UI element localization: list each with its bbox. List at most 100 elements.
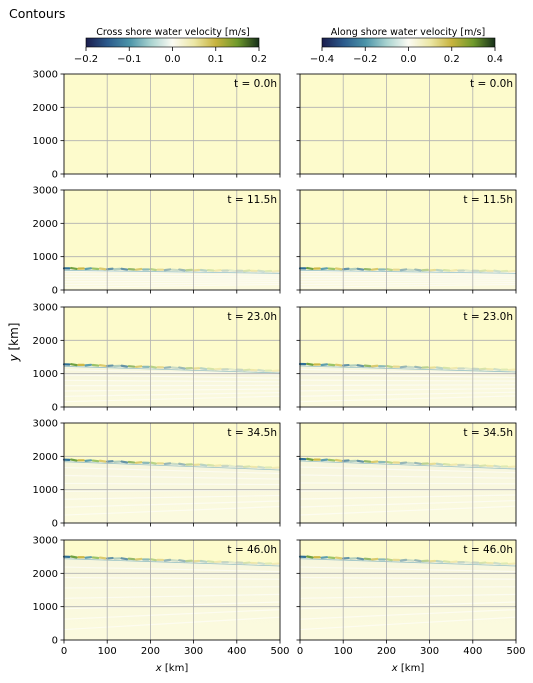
wave-front-segment [464, 269, 473, 273]
panel-frame [299, 189, 517, 291]
wave-front-shadow [299, 460, 517, 470]
y-tick-label: 3000 [33, 70, 58, 81]
time-label: t = 23.0h [463, 311, 513, 323]
wake-streak [299, 273, 517, 276]
wave-front-segment [84, 556, 93, 559]
wave-front-segment [306, 266, 314, 271]
wake-streak [299, 505, 517, 516]
wave-front-segment [98, 364, 107, 368]
wave-front-segment [334, 363, 343, 367]
wave-front-segment [399, 268, 408, 272]
colorbar-tick-label: −0.4 [310, 54, 334, 65]
time-label: t = 23.0h [227, 311, 277, 323]
x-tick-label: 400 [227, 646, 246, 657]
wave-front-segment [334, 458, 343, 462]
wave-front-segment [507, 368, 516, 372]
wave-front-segment [356, 267, 365, 271]
wave-front-segment [134, 461, 143, 464]
panel-frame [299, 73, 517, 175]
wake-streak [63, 566, 281, 573]
wave-front-segment [399, 461, 408, 465]
heatmap-panel: t = 0.0h [296, 73, 517, 178]
colorbar-label: Along shore water velocity [m/s] [331, 27, 485, 38]
wave-front-segment [149, 558, 157, 562]
x-tick-label: 0 [61, 646, 67, 657]
heatmap-panel: 0 100 200 300 400 500 t = 46.0h [296, 539, 526, 657]
y-tick-label: 2000 [33, 569, 58, 580]
wave-front-segment [464, 560, 473, 564]
wave-front-segment [163, 558, 172, 562]
heatmap-panel: 0 1000 2000 3000 t = 23.0h [33, 303, 281, 414]
wave-front-segment [70, 266, 78, 271]
heatmap-panel: 0 1000 2000 3000 t = 0.0h [33, 70, 281, 181]
wave-front-segment [399, 558, 408, 562]
wake-streak [299, 500, 517, 508]
colorbar-ticks: −0.4 −0.2 0.0 0.2 0.4 [310, 47, 503, 65]
y-tick-label: 1000 [33, 485, 58, 496]
wave-front-segment [356, 557, 365, 561]
wave-front-segment [334, 556, 343, 560]
y-tick-label: 0 [52, 170, 58, 181]
y-tick-label: 1000 [33, 252, 58, 263]
wave-front-segment [206, 560, 215, 564]
colorbar-gradient [85, 37, 260, 48]
colorbar-ticks: −0.2 −0.1 0.0 0.1 0.2 [74, 47, 267, 65]
wave-front-segment [442, 560, 451, 564]
wave-front-segment [199, 559, 208, 563]
panel-frame [63, 189, 281, 291]
wave-front-segment [399, 365, 408, 369]
wave-front-segment [242, 269, 251, 273]
x-tick-label: 300 [184, 646, 203, 657]
wave-front-segment [199, 463, 208, 467]
colorbar-tick-label: 0.4 [487, 54, 503, 65]
wave-front-segment [478, 464, 487, 468]
time-label: t = 0.0h [234, 78, 277, 90]
wave-front-segment [320, 363, 329, 367]
colorbar-label: Cross shore water velocity [m/s] [96, 27, 249, 38]
wake-streak [63, 379, 281, 383]
wave-front-segment [320, 556, 329, 559]
time-label: t = 11.5h [227, 194, 277, 206]
heatmap-panel: t = 11.5h [296, 189, 517, 294]
wave-front-segment [91, 363, 100, 367]
wave-front-segment [385, 268, 393, 272]
wake-streak [299, 494, 517, 500]
wake-streak [299, 395, 517, 403]
wake-streak [299, 616, 517, 631]
wave-front-segment [242, 561, 251, 565]
wave-front-segment [478, 367, 487, 371]
wave-front-segment [163, 366, 172, 369]
wave-front-segment [257, 465, 265, 469]
wake-streak [63, 576, 281, 580]
wake-streak [63, 500, 281, 508]
wave-front-segment [306, 457, 314, 461]
heatmap-panel: t = 23.0h [296, 306, 517, 411]
y-axis-symbol: y [7, 353, 21, 362]
wave-front-segment [120, 364, 129, 368]
wave-front-segment [435, 366, 444, 370]
wave-front-segment [320, 458, 329, 462]
y-tick-label: 3000 [33, 419, 58, 430]
wave-front-segment [134, 557, 143, 561]
wave-front-segment [91, 459, 100, 463]
wave-front-segment [464, 463, 473, 467]
heatmap-panel: t = 34.5h [296, 422, 517, 527]
wake-streak [63, 283, 281, 288]
wake-streak [63, 273, 281, 276]
wave-front-segment [257, 368, 265, 372]
wave-front-segment [98, 459, 107, 463]
figure-title: Contours [9, 6, 65, 21]
x-tick-label: 200 [377, 646, 396, 657]
x-axis-label-left: x [km] [155, 663, 189, 674]
wave-front-segment [206, 367, 215, 371]
wake-streak [299, 474, 517, 479]
time-label: t = 46.0h [463, 544, 513, 556]
wave-front-segment [84, 459, 93, 462]
panel-frame [299, 539, 517, 641]
wave-front-segment [493, 367, 501, 372]
x-tick-label: 500 [506, 646, 525, 657]
y-tick-label: 0 [52, 636, 58, 647]
colorbar-along-shore: Along shore water velocity [m/s] −0.4 −0.… [310, 27, 503, 65]
